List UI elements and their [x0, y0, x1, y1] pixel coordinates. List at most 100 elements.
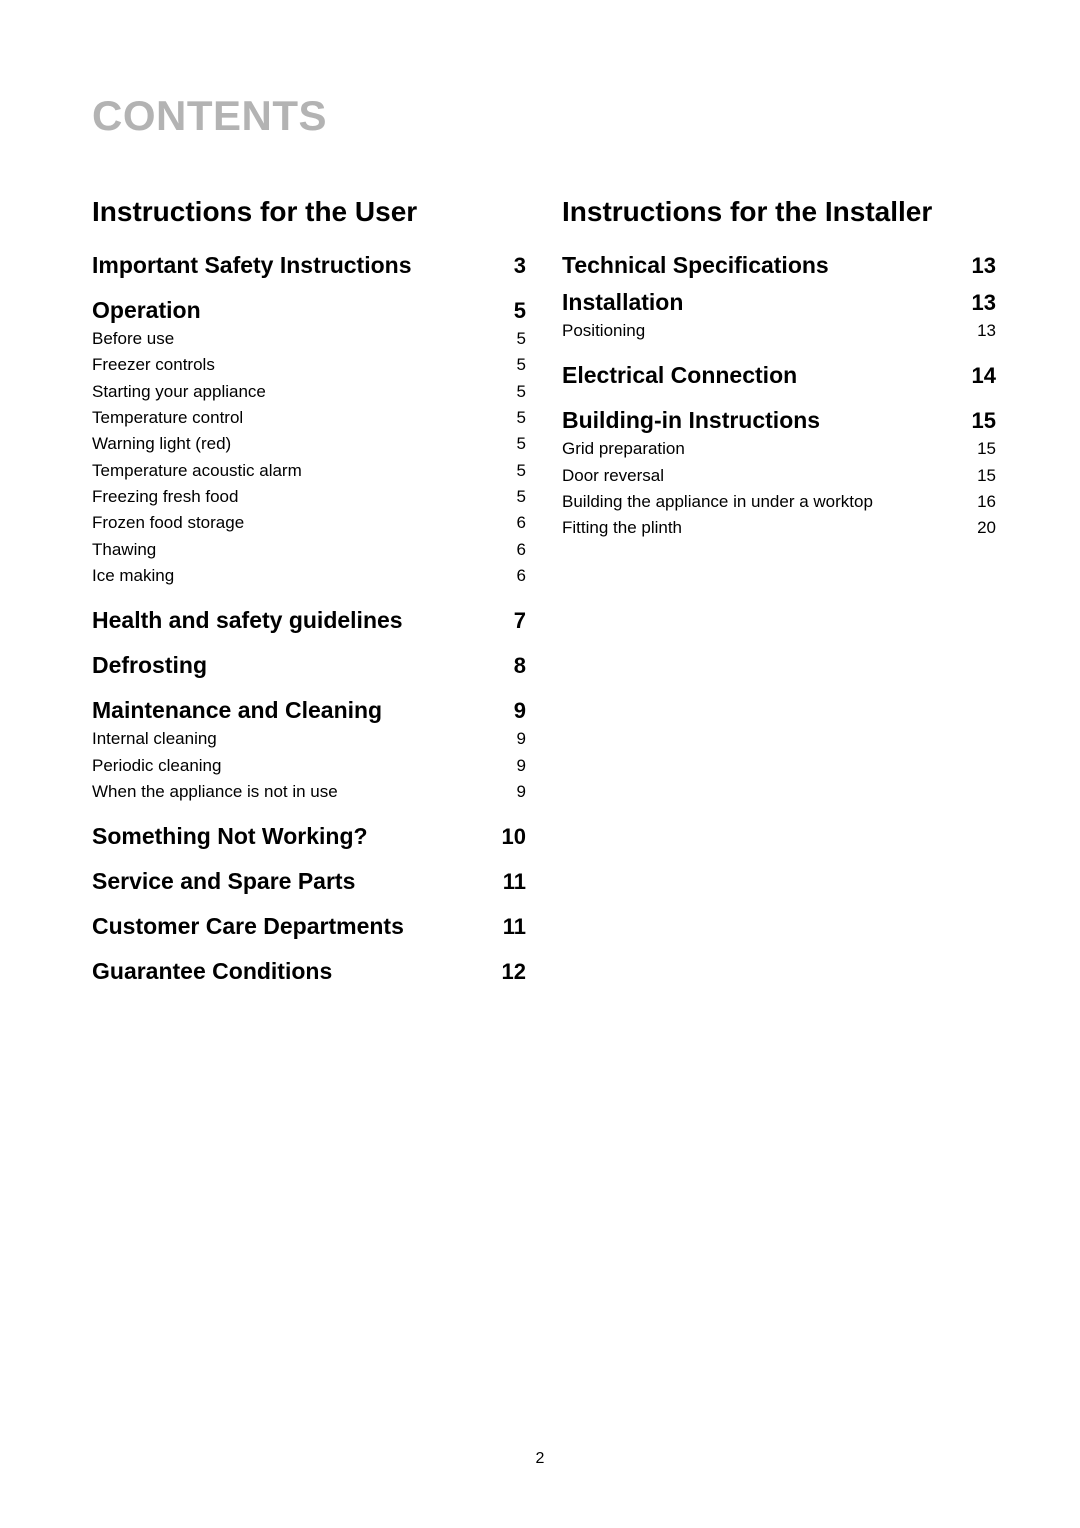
toc-section: Defrosting 8 — [92, 652, 526, 679]
toc-page: 8 — [514, 653, 526, 679]
right-column: Instructions for the Installer Technical… — [562, 196, 996, 987]
toc-label: Operation — [92, 297, 213, 324]
toc-page: 10 — [502, 824, 526, 850]
toc-sub-page: 9 — [517, 753, 526, 779]
toc-section: Health and safety guidelines 7 — [92, 607, 526, 634]
toc-page: 3 — [514, 253, 526, 279]
toc-section: Service and Spare Parts 11 — [92, 868, 526, 895]
toc-sub-page: 20 — [977, 515, 996, 541]
toc-label: Building-in Instructions — [562, 407, 832, 434]
toc-sub-label: Temperature control — [92, 405, 243, 431]
toc-sub-page: 5 — [517, 431, 526, 457]
toc-sub: Freezing fresh food 5 — [92, 484, 526, 510]
toc-sub: Freezer controls 5 — [92, 352, 526, 378]
toc-sub-label: Grid preparation — [562, 436, 685, 462]
toc-section: Technical Specifications 13 — [562, 252, 996, 279]
toc-sub: Positioning 13 — [562, 318, 996, 344]
toc-sub-label: Thawing — [92, 537, 156, 563]
toc-sub-label: Freezing fresh food — [92, 484, 238, 510]
toc-sub: Before use 5 — [92, 326, 526, 352]
toc-sub: Starting your appliance 5 — [92, 379, 526, 405]
toc-label: Customer Care Departments — [92, 913, 416, 940]
toc-page: 13 — [972, 253, 996, 279]
toc-label: Installation — [562, 289, 695, 316]
toc-sub-label: Frozen food storage — [92, 510, 244, 536]
toc-page: 12 — [502, 959, 526, 985]
toc-sub-page: 13 — [977, 318, 996, 344]
toc-sub-label: Freezer controls — [92, 352, 215, 378]
toc-sub-page: 5 — [517, 379, 526, 405]
toc-label: Defrosting — [92, 652, 219, 679]
toc-label: Service and Spare Parts — [92, 868, 367, 895]
toc-sub-page: 9 — [517, 779, 526, 805]
toc-sub-label: Warning light (red) — [92, 431, 231, 457]
toc-sub-page: 15 — [977, 463, 996, 489]
toc-sub: Grid preparation 15 — [562, 436, 996, 462]
toc-sub-label: Periodic cleaning — [92, 753, 221, 779]
toc-sub: Temperature acoustic alarm 5 — [92, 458, 526, 484]
toc-page: 5 — [514, 298, 526, 324]
toc-sub-label: Positioning — [562, 318, 645, 344]
toc-sub-label: When the appliance is not in use — [92, 779, 338, 805]
toc-section: Operation 5 — [92, 297, 526, 324]
toc-sub: Periodic cleaning 9 — [92, 753, 526, 779]
toc-sub-page: 5 — [517, 458, 526, 484]
toc-sub: Fitting the plinth 20 — [562, 515, 996, 541]
toc-section: Maintenance and Cleaning 9 — [92, 697, 526, 724]
toc-sub-label: Ice making — [92, 563, 174, 589]
toc-section: Something Not Working? 10 — [92, 823, 526, 850]
toc-sub: Internal cleaning 9 — [92, 726, 526, 752]
toc-page: 15 — [972, 408, 996, 434]
toc-sub-label: Internal cleaning — [92, 726, 217, 752]
toc-sub: Ice making 6 — [92, 563, 526, 589]
toc-sub: Warning light (red) 5 — [92, 431, 526, 457]
toc-label: Maintenance and Cleaning — [92, 697, 394, 724]
toc-sub: Frozen food storage 6 — [92, 510, 526, 536]
toc-sub-page: 6 — [517, 510, 526, 536]
toc-section: Important Safety Instructions 3 — [92, 252, 526, 279]
toc-section: Customer Care Departments 11 — [92, 913, 526, 940]
toc-label: Electrical Connection — [562, 362, 809, 389]
toc-sub-label: Before use — [92, 326, 174, 352]
toc-sub-page: 5 — [517, 326, 526, 352]
toc-page: 11 — [503, 869, 526, 895]
left-column: Instructions for the User Important Safe… — [92, 196, 526, 987]
page-number: 2 — [0, 1450, 1080, 1468]
page-title: CONTENTS — [92, 92, 996, 140]
toc-sub-label: Starting your appliance — [92, 379, 266, 405]
toc-sub-page: 16 — [977, 489, 996, 515]
toc-section: Installation 13 — [562, 289, 996, 316]
toc-page: 13 — [972, 290, 996, 316]
toc-sub-label: Building the appliance in under a workto… — [562, 489, 873, 515]
toc-label: Guarantee Conditions — [92, 958, 344, 985]
toc-section: Guarantee Conditions 12 — [92, 958, 526, 985]
toc-sub-page: 5 — [517, 484, 526, 510]
toc-sub: Thawing 6 — [92, 537, 526, 563]
toc-label: Technical Specifications — [562, 252, 841, 279]
toc-label: Something Not Working? — [92, 823, 380, 850]
left-heading: Instructions for the User — [92, 196, 526, 228]
toc-sub-label: Door reversal — [562, 463, 664, 489]
toc-label: Important Safety Instructions — [92, 252, 423, 279]
toc-sub-page: 15 — [977, 436, 996, 462]
toc-page: 7 — [514, 608, 526, 634]
columns-container: Instructions for the User Important Safe… — [92, 196, 996, 987]
toc-sub: Door reversal 15 — [562, 463, 996, 489]
toc-page: 9 — [514, 698, 526, 724]
right-heading: Instructions for the Installer — [562, 196, 996, 228]
toc-sub: Temperature control 5 — [92, 405, 526, 431]
toc-sub: When the appliance is not in use 9 — [92, 779, 526, 805]
toc-sub-page: 6 — [517, 563, 526, 589]
toc-page: 11 — [503, 914, 526, 940]
toc-sub-page: 9 — [517, 726, 526, 752]
toc-label: Health and safety guidelines — [92, 607, 415, 634]
toc-page: 14 — [972, 363, 996, 389]
toc-sub-label: Temperature acoustic alarm — [92, 458, 302, 484]
toc-sub-page: 6 — [517, 537, 526, 563]
toc-section: Building-in Instructions 15 — [562, 407, 996, 434]
toc-section: Electrical Connection 14 — [562, 362, 996, 389]
toc-sub-page: 5 — [517, 405, 526, 431]
toc-sub: Building the appliance in under a workto… — [562, 489, 996, 515]
toc-sub-page: 5 — [517, 352, 526, 378]
toc-sub-label: Fitting the plinth — [562, 515, 682, 541]
